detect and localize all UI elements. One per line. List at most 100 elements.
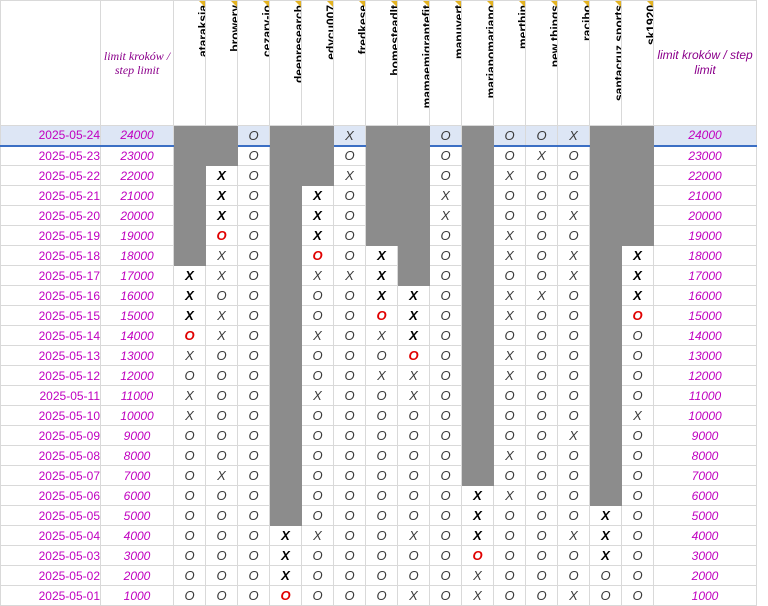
status-cell[interactable]: O (557, 505, 590, 526)
user-column-header[interactable]: manuvert (429, 0, 462, 126)
status-cell[interactable] (269, 265, 302, 286)
user-column-header[interactable]: new.things (525, 0, 558, 126)
status-cell[interactable]: O (365, 465, 398, 486)
status-cell[interactable]: X (461, 585, 494, 606)
status-cell[interactable]: O (493, 125, 526, 147)
status-cell[interactable]: O (589, 565, 622, 586)
status-cell[interactable] (269, 385, 302, 406)
status-cell[interactable]: O (397, 565, 430, 586)
status-cell[interactable]: X (365, 245, 398, 266)
status-cell[interactable]: O (557, 325, 590, 346)
limit-cell[interactable]: 21000 (100, 185, 174, 206)
status-cell[interactable]: O (333, 285, 366, 306)
status-cell[interactable] (461, 225, 494, 246)
status-cell[interactable]: O (237, 485, 270, 506)
status-cell[interactable]: O (525, 585, 558, 606)
limit-cell-right[interactable]: 24000 (653, 125, 757, 147)
limit-cell-right[interactable]: 21000 (653, 185, 757, 206)
status-cell[interactable]: O (301, 545, 334, 566)
table-row[interactable]: 2025-05-15 15000 X X O O O O X O X O O O 15000 (0, 305, 757, 326)
table-row[interactable]: 2025-05-10 10000 X O O O O O O O O O O X 10000 (0, 405, 757, 426)
status-cell[interactable]: O (301, 245, 334, 266)
status-cell[interactable]: X (397, 305, 430, 326)
status-cell[interactable]: O (333, 465, 366, 486)
table-row[interactable]: 2025-05-23 23000 O O O O X O 23000 (0, 145, 757, 166)
status-cell[interactable]: O (237, 425, 270, 446)
status-cell[interactable]: X (557, 425, 590, 446)
status-cell[interactable]: X (205, 305, 238, 326)
status-cell[interactable] (173, 165, 206, 186)
status-cell[interactable]: O (333, 225, 366, 246)
status-cell[interactable]: O (429, 385, 462, 406)
user-column-header[interactable]: edycu007 (301, 0, 334, 126)
status-cell[interactable]: O (493, 505, 526, 526)
status-cell[interactable]: X (173, 285, 206, 306)
status-cell[interactable]: X (589, 545, 622, 566)
table-row[interactable]: 2025-05-04 4000 O O O X X O O X O X O O X X O 4000 (0, 525, 757, 546)
limit-cell-right[interactable]: 6000 (653, 485, 757, 506)
date-cell[interactable]: 2025-05-01 (0, 585, 101, 606)
date-cell[interactable]: 2025-05-14 (0, 325, 101, 346)
limit-cell[interactable]: 11000 (100, 385, 174, 406)
status-cell[interactable] (589, 125, 622, 147)
status-cell[interactable]: O (429, 365, 462, 386)
limit-cell-right[interactable]: 9000 (653, 425, 757, 446)
status-cell[interactable]: O (429, 305, 462, 326)
status-cell[interactable]: O (429, 525, 462, 546)
status-cell[interactable]: O (237, 165, 270, 186)
status-cell[interactable]: O (333, 245, 366, 266)
comment-marker-icon[interactable] (519, 1, 525, 7)
table-row[interactable]: 2025-05-14 14000 O X O X O X X O O O O O 14000 (0, 325, 757, 346)
status-cell[interactable]: X (269, 565, 302, 586)
status-cell[interactable]: O (301, 585, 334, 606)
date-cell[interactable]: 2025-05-06 (0, 485, 101, 506)
status-cell[interactable]: O (301, 365, 334, 386)
date-cell[interactable]: 2025-05-16 (0, 285, 101, 306)
status-cell[interactable]: O (621, 545, 654, 566)
status-cell[interactable]: O (493, 405, 526, 426)
status-cell[interactable]: O (205, 445, 238, 466)
status-cell[interactable] (269, 325, 302, 346)
status-cell[interactable]: O (429, 145, 462, 166)
limit-cell-right[interactable]: 22000 (653, 165, 757, 186)
status-cell[interactable]: O (173, 525, 206, 546)
status-cell[interactable]: O (525, 245, 558, 266)
status-cell[interactable]: O (301, 465, 334, 486)
status-cell[interactable]: X (301, 185, 334, 206)
status-cell[interactable]: X (333, 265, 366, 286)
user-column-header[interactable]: racibo (557, 0, 590, 126)
status-cell[interactable] (589, 205, 622, 226)
comment-marker-icon[interactable] (295, 1, 301, 7)
status-cell[interactable] (589, 425, 622, 446)
date-cell[interactable]: 2025-05-03 (0, 545, 101, 566)
status-cell[interactable]: O (365, 565, 398, 586)
status-cell[interactable]: O (365, 405, 398, 426)
status-cell[interactable] (461, 405, 494, 426)
status-cell[interactable]: O (205, 565, 238, 586)
status-cell[interactable]: X (397, 585, 430, 606)
table-row[interactable]: 2025-05-21 21000 X O X O X O O O 21000 (0, 185, 757, 206)
status-cell[interactable]: O (237, 385, 270, 406)
status-cell[interactable]: X (301, 225, 334, 246)
status-cell[interactable]: O (237, 225, 270, 246)
status-cell[interactable]: O (493, 265, 526, 286)
table-row[interactable]: 2025-05-13 13000 X O O O O O O O X O O O 13000 (0, 345, 757, 366)
status-cell[interactable]: O (621, 325, 654, 346)
user-column-header[interactable]: mamaemigrantefit (397, 0, 430, 126)
comment-marker-icon[interactable] (231, 1, 237, 7)
limit-cell-right[interactable]: 8000 (653, 445, 757, 466)
status-cell[interactable]: O (365, 345, 398, 366)
status-cell[interactable]: O (557, 565, 590, 586)
limit-cell-right[interactable]: 15000 (653, 305, 757, 326)
limit-cell-right[interactable]: 19000 (653, 225, 757, 246)
limit-cell-right[interactable]: 18000 (653, 245, 757, 266)
status-cell[interactable]: O (205, 525, 238, 546)
limit-cell-right[interactable]: 14000 (653, 325, 757, 346)
status-cell[interactable] (589, 405, 622, 426)
table-row[interactable]: 2025-05-06 6000 O O O O O O O O X X O O O 6000 (0, 485, 757, 506)
user-column-header[interactable]: santacruz.sports (589, 0, 622, 126)
status-cell[interactable]: X (397, 385, 430, 406)
limit-cell[interactable]: 6000 (100, 485, 174, 506)
date-cell[interactable]: 2025-05-09 (0, 425, 101, 446)
status-cell[interactable]: O (237, 265, 270, 286)
